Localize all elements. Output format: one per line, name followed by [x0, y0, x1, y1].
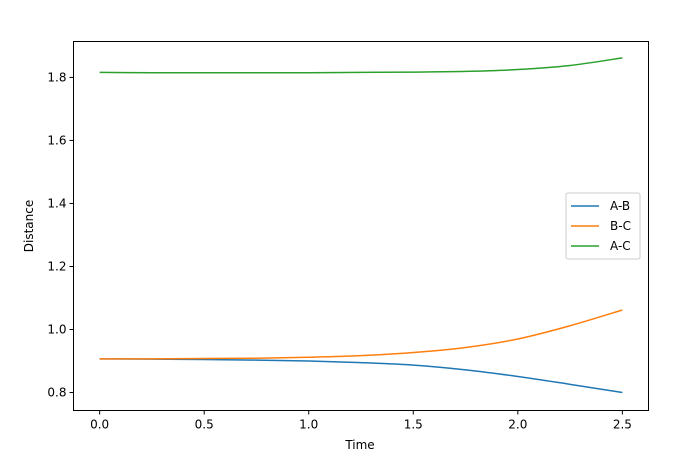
y-tick-label: 1.8 — [47, 70, 66, 84]
y-axis-label: Distance — [22, 200, 36, 252]
legend-box — [565, 192, 641, 260]
x-tick-label: 0.5 — [195, 418, 214, 432]
y-tick-label: 1.0 — [47, 323, 66, 337]
x-tick-label: 1.0 — [299, 418, 318, 432]
y-tick-label: 1.4 — [47, 196, 66, 210]
series-layer — [99, 57, 623, 394]
legend: A-B B-C A-C — [565, 192, 641, 260]
ticks-layer: 0.0 0.5 1.0 1.5 2.0 2.5 0.8 1.0 1.2 1.4 1.6 1.8 — [47, 70, 632, 431]
x-tick-label: 2.5 — [613, 418, 632, 432]
y-tick-label: 1.2 — [47, 259, 66, 273]
y-tick-label: 0.8 — [47, 386, 66, 400]
series-line-a-b — [99, 358, 623, 394]
x-tick-label: 1.5 — [404, 418, 423, 432]
x-tick-label: 0.0 — [90, 418, 109, 432]
y-tick-label: 1.6 — [47, 133, 66, 147]
series-line-b-c — [99, 309, 623, 360]
x-tick-label: 2.0 — [508, 418, 527, 432]
legend-label: A-C — [610, 239, 631, 253]
legend-label: A-B — [610, 199, 630, 213]
x-axis-label: Time — [344, 438, 374, 452]
plot-frame — [73, 41, 649, 411]
legend-label: B-C — [610, 219, 631, 233]
series-line-a-c — [99, 57, 623, 74]
